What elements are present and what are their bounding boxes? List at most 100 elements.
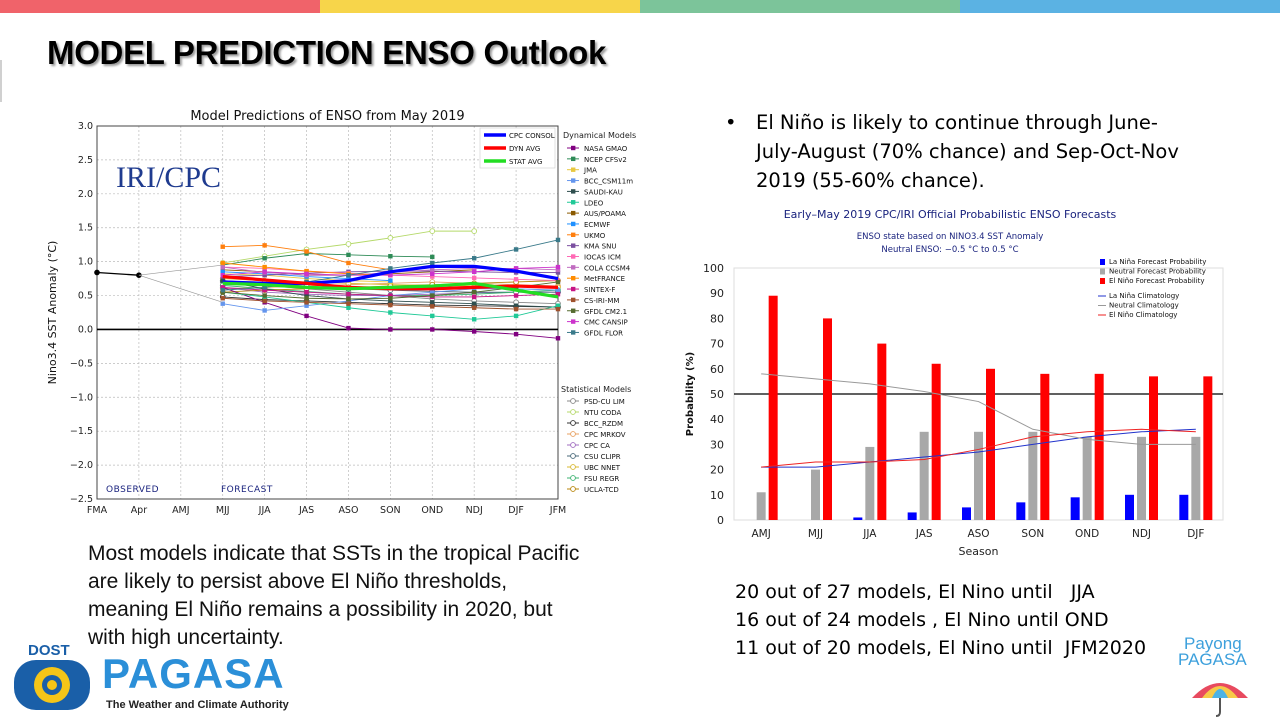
bullet-symbol: • [725, 111, 737, 134]
dynamical-model-point [220, 287, 225, 293]
bar-neutral [1082, 436, 1092, 520]
dynamical-model-point [513, 313, 519, 319]
bar-la-nina [1125, 494, 1134, 520]
y-tick-label: −1.5 [70, 426, 93, 437]
average-line [222, 281, 559, 299]
dynamical-model-point [471, 294, 477, 300]
dynamical-legend-label: CMC CANSIP [584, 319, 628, 327]
dynamical-model-point [262, 264, 267, 270]
dynamical-model-point [262, 287, 267, 293]
dynamical-legend-label: JMA [583, 167, 597, 175]
dynamical-model-point [555, 279, 561, 285]
bar-neutral [1191, 436, 1201, 520]
dynamical-legend-marker [571, 319, 576, 324]
y-tick-label: 80 [710, 312, 724, 325]
dynamical-model-point [346, 252, 351, 258]
pagasa-logo: DOST PAGASA The Weather and Climate Auth… [10, 640, 320, 715]
legend-swatch [1100, 259, 1105, 265]
bar-la-nina [1179, 494, 1189, 520]
dynamical-legend-label: KMA SNU [584, 243, 616, 251]
x-tick-label: JAS [298, 505, 314, 516]
y-tick-label: 0.5 [78, 291, 93, 302]
statistical-model-point [345, 241, 352, 247]
legend-swatch [1100, 268, 1105, 275]
dynamical-model-point [513, 303, 519, 308]
dynamical-legend-marker [571, 254, 576, 259]
pagasa-wordmark: PAGASA [102, 650, 285, 697]
dynamical-legend-label: COLA CCSM4 [584, 264, 631, 272]
top-bar-segment-yellow [320, 0, 640, 13]
dynamical-model-point [388, 254, 393, 259]
dynamical-model-point [346, 325, 351, 331]
chart-title: Early–May 2019 CPC/IRI Official Probabil… [784, 208, 1117, 221]
statistical-legend-heading: Statistical Models [561, 385, 631, 394]
dynamical-model-point [388, 293, 393, 298]
x-tick-label: Apr [131, 505, 148, 516]
statistical-legend-label: UCLA-TCD [584, 486, 619, 494]
dynamical-legend-label: ECMWF [584, 221, 610, 229]
y-tick-label: 0.0 [78, 324, 93, 335]
statistical-model-point [471, 228, 478, 234]
bar-la-nina [907, 512, 917, 520]
legend-label: El Niño Climatology [1109, 311, 1177, 319]
chart-title: Model Predictions of ENSO from May 2019 [190, 109, 464, 124]
model-predictions-chart: Model Predictions of ENSO from May 2019 3… [46, 109, 636, 516]
dynamical-model-point [513, 277, 519, 282]
observed-point [136, 272, 142, 278]
dynamical-model-point [388, 266, 393, 271]
climatology-line [761, 373, 1196, 445]
y-axis-label: Probability (%) [685, 352, 696, 436]
legend-label: Neutral Climatology [1109, 302, 1179, 310]
bar-el-nino [768, 295, 778, 520]
model-count-line: 16 out of 24 models , El Nino until OND [735, 609, 1109, 631]
statistical-legend-label: PSD-CU LIM [584, 398, 625, 406]
top-bar-segment-red [0, 0, 320, 13]
y-tick-label: 60 [710, 363, 724, 376]
bar-neutral [974, 431, 983, 520]
x-tick-label: OND [1075, 528, 1099, 540]
dynamical-model-point [388, 273, 393, 278]
top-bar-segment-blue [960, 0, 1280, 13]
observed-label: OBSERVED [106, 485, 159, 495]
x-tick-label: AMJ [172, 505, 190, 516]
dynamical-legend-marker [571, 167, 576, 172]
dynamical-model-point [304, 268, 309, 274]
statistical-legend-marker [570, 464, 576, 470]
y-tick-label: 0 [717, 514, 724, 527]
dynamical-legend-label: MetFRANCE [584, 275, 625, 283]
dynamical-model-point [471, 317, 477, 322]
dynamical-model-point [430, 260, 435, 266]
dynamical-model-point [304, 249, 309, 254]
dynamical-model-point [220, 278, 225, 283]
dynamical-model-point [513, 266, 519, 271]
x-tick-label: ASO [967, 528, 989, 540]
dynamical-model-point [471, 289, 477, 295]
dynamical-model-point [262, 269, 267, 275]
dynamical-model-point [220, 285, 225, 290]
dynamical-model-point [346, 291, 351, 297]
dynamical-model-point [513, 306, 519, 312]
model-count-line: 11 out of 20 models, El Nino until JFM20… [735, 637, 1147, 659]
dynamical-legend-label: BCC_CSM11m [584, 178, 633, 186]
chart-subtitle: Neutral ENSO: −0.5 °C to 0.5 °C [881, 245, 1018, 255]
dynamical-model-point [513, 332, 519, 337]
dynamical-model-point [430, 274, 435, 279]
dynamical-model-point [471, 305, 477, 310]
bar-el-nino [1040, 373, 1050, 520]
dynamical-model-point [262, 308, 267, 313]
dynamical-model-point [471, 275, 477, 281]
x-tick-label: FMA [87, 505, 108, 516]
bar-el-nino [1203, 376, 1213, 520]
dynamical-model-point [388, 302, 393, 308]
x-tick-label: MJJ [216, 505, 230, 516]
y-axis-label: Nino3.4 SST Anomaly (°C) [46, 241, 59, 385]
dynamical-model-point [304, 293, 309, 298]
average-legend-label: STAT AVG [509, 158, 542, 166]
page-title: MODEL PREDICTION ENSO Outlook [47, 34, 607, 71]
bullet-text: El Niño is likely to continue through Ju… [756, 111, 1179, 192]
payong-pagasa-logo: Payong PAGASA [1172, 634, 1277, 718]
dynamical-legend-marker [571, 145, 576, 151]
dynamical-model-point [346, 301, 351, 306]
dynamical-legend-label: GFDL CM2.1 [584, 308, 627, 316]
dynamical-model-point [471, 329, 477, 334]
